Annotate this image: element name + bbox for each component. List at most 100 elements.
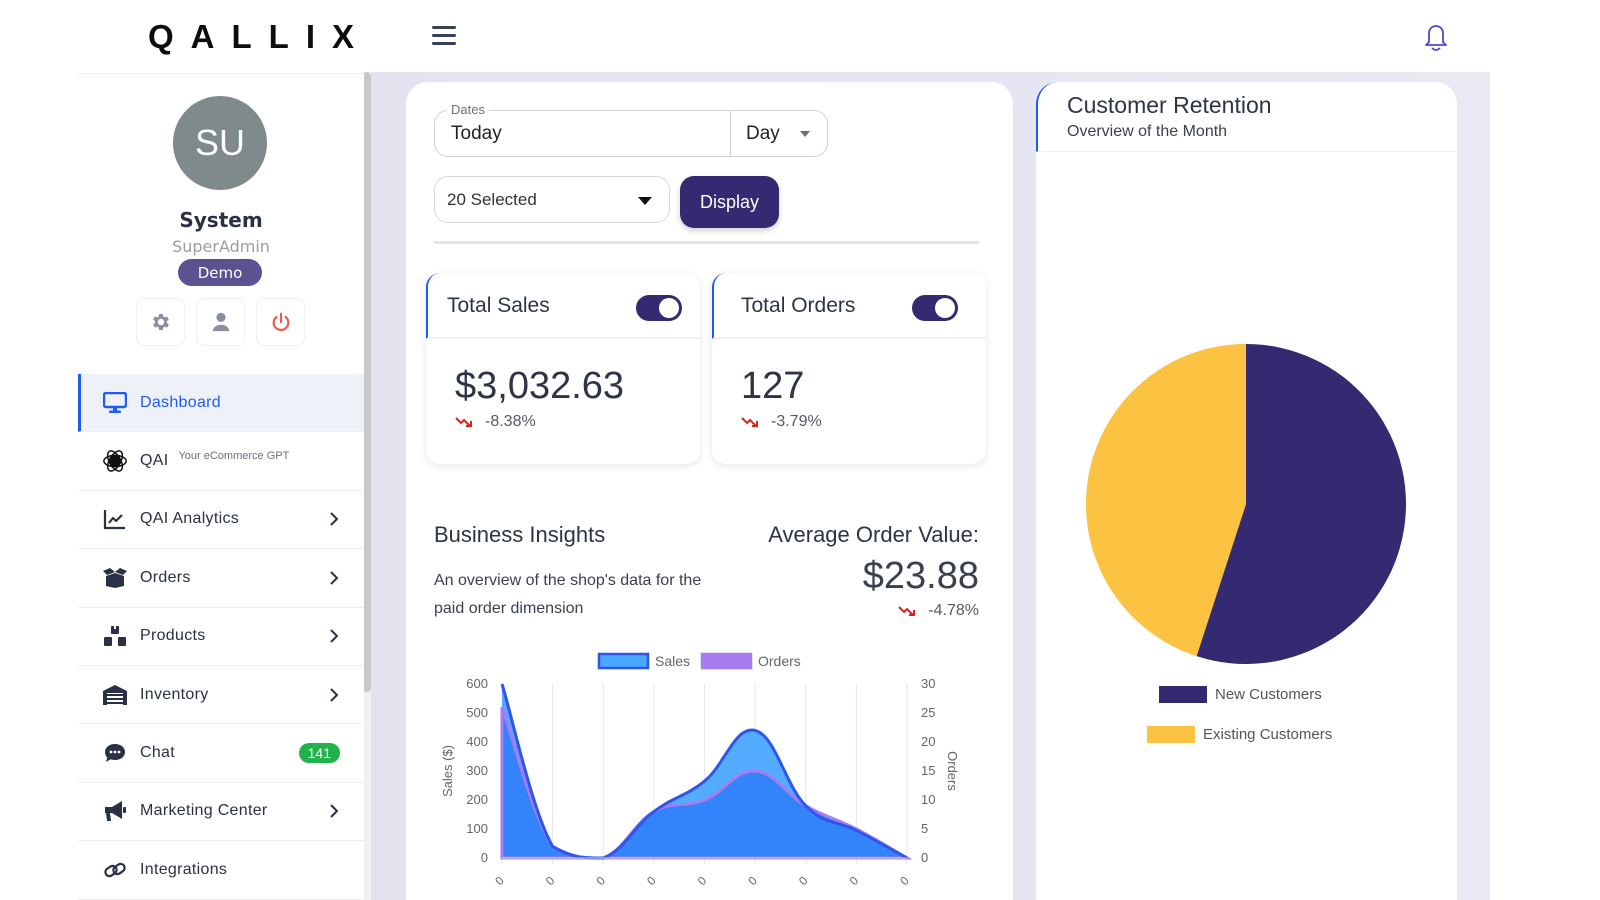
trend-down-icon [741,417,758,427]
legend-swatch [1159,686,1207,703]
total-sales-delta: -8.38% [455,413,536,431]
dates-label: Dates [447,102,489,117]
svg-text:0: 0 [593,873,608,888]
svg-text:30: 30 [921,676,935,691]
display-button[interactable]: Display [680,176,779,228]
total-orders-card: Total Orders 127 -3.79% [712,273,986,464]
legend-swatch [1147,726,1195,743]
sidebar-nav: Dashboard QAI Your eCommerce GPT QAI Ana… [78,374,364,900]
sidebar-item-label: Integrations [140,860,228,878]
card-title: Total Orders [741,294,856,317]
total-orders-value: 127 [741,365,805,407]
gear-icon [152,314,169,330]
svg-text:25: 25 [921,705,935,720]
top-bar: QALLIX [0,0,1600,74]
app-logo[interactable]: QALLIX [148,18,371,55]
svg-text:100: 100 [466,821,488,836]
chevron-right-icon [330,687,339,702]
retention-pie-chart[interactable] [1084,342,1408,666]
total-orders-toggle[interactable] [912,295,958,321]
sidebar-item-label: Inventory [140,685,209,703]
sidebar-item-marketing-center[interactable]: Marketing Center [78,783,364,842]
divider [434,241,979,244]
boxes-icon [104,626,126,647]
profile-button[interactable] [196,298,245,346]
svg-text:300: 300 [466,763,488,778]
total-sales-toggle[interactable] [636,295,682,321]
chevron-right-icon [330,804,339,819]
customer-retention-card: Customer Retention Overview of the Month… [1036,82,1457,900]
sidebar-item-qai-analytics[interactable]: QAI Analytics [78,491,364,550]
monitor-icon [103,391,127,413]
user-role: SuperAdmin [172,237,270,256]
trend-down-icon [455,417,472,427]
avatar[interactable]: SU [173,96,267,190]
svg-text:0: 0 [745,873,760,888]
sidebar-item-inventory[interactable]: Inventory [78,666,364,725]
svg-text:600: 600 [466,676,488,691]
sales-overview-card: Dates Today Day 20 Selected Display Tota… [406,82,1013,900]
sidebar-item-products[interactable]: Products [78,608,364,666]
svg-text:400: 400 [466,734,488,749]
sidebar-item-label: Chat [140,744,175,762]
logout-button[interactable] [256,298,305,346]
total-orders-delta: -3.79% [741,413,822,431]
sales-orders-chart[interactable]: 0 100 200 300 400 500 600 0 5 10 15 20 25 30 Sales ($)… [434,647,994,900]
aov-delta: -4.78% [898,602,979,620]
sidebar-item-orders[interactable]: Orders [78,549,364,608]
insights-description: An overview of the shop's data for the p… [434,572,702,617]
demo-badge: Demo [178,259,262,286]
svg-text:15: 15 [921,763,935,778]
sidebar-item-chat[interactable]: Chat 141 [78,724,364,783]
card-title: Total Sales [447,294,550,317]
svg-text:20: 20 [921,734,935,749]
legend-existing-customers[interactable]: Existing Customers [1147,726,1332,743]
sidebar-item-sublabel: Your eCommerce GPT [178,450,290,463]
svg-text:0: 0 [543,873,558,888]
chevron-right-icon [330,629,339,643]
delta-value: -8.38% [485,413,536,430]
sidebar-item-dashboard[interactable]: Dashboard [78,374,364,433]
chat-count-badge: 141 [298,743,340,764]
sidebar: SU System SuperAdmin Demo Dashboard QAI … [78,73,364,900]
sidebar-item-label: Products [140,627,206,645]
dates-input[interactable]: Today [451,123,502,144]
svg-text:200: 200 [466,792,488,807]
svg-text:Orders: Orders [758,653,801,669]
settings-button[interactable] [136,298,185,346]
total-sales-value: $3,032.63 [455,365,625,407]
sidebar-item-label: Dashboard [140,393,221,411]
card-title: Customer Retention [1067,92,1272,118]
svg-text:0: 0 [481,850,488,865]
delta-value: -3.79% [771,413,822,430]
pie-slice[interactable] [1086,344,1246,657]
sidebar-scrollbar[interactable] [363,72,371,692]
chat-bubble-icon [105,744,125,763]
chevron-right-icon [330,512,339,527]
caret-down-icon [800,131,810,137]
svg-text:0: 0 [492,873,507,888]
legend-new-customers[interactable]: New Customers [1159,686,1322,703]
card-subtitle: Overview of the Month [1067,123,1228,140]
aov-value: $23.88 [862,555,979,597]
bell-icon[interactable] [1420,20,1452,54]
dates-divider [730,111,731,156]
dates-field[interactable]: Dates Today Day [434,102,828,157]
sidebar-item-qai[interactable]: QAI Your eCommerce GPT [78,432,364,491]
sidebar-item-integrations[interactable]: Integrations [78,841,364,900]
qai-logo-icon [103,450,127,472]
warehouse-icon [103,684,127,705]
svg-text:5: 5 [921,821,928,836]
pie-slice[interactable] [1196,344,1406,664]
user-icon [212,312,229,332]
date-unit-select[interactable]: Day [746,123,780,144]
legend-label: New Customers [1215,686,1322,703]
svg-text:Sales: Sales [655,653,690,669]
sidebar-item-label: Marketing Center [140,802,268,820]
hamburger-icon[interactable] [432,26,456,46]
svg-text:10: 10 [921,792,935,807]
sidebar-item-label: Orders [140,568,191,586]
store-multi-select[interactable]: 20 Selected [434,176,670,223]
user-actions [136,298,305,346]
svg-text:0: 0 [644,873,659,888]
